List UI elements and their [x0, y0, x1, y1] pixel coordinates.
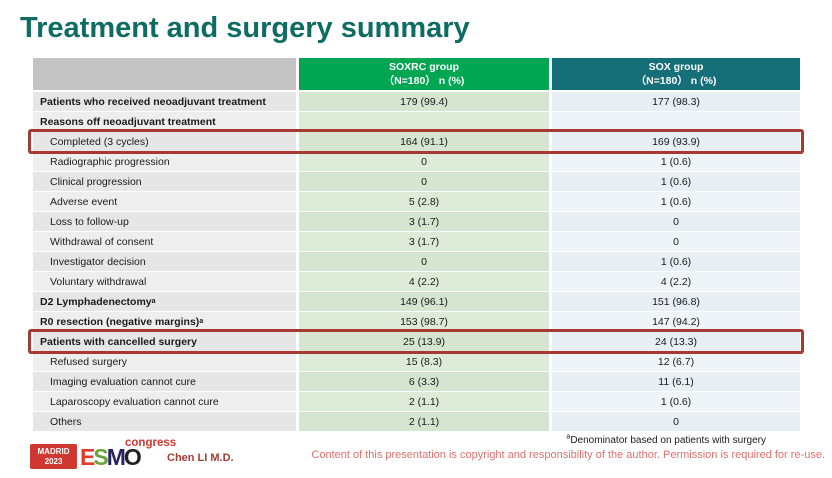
- soxrc-value: 3 (1.7): [299, 232, 549, 251]
- soxrc-value: 164 (91.1): [299, 132, 549, 151]
- table-row: Voluntary withdrawal 4 (2.2) 4 (2.2): [33, 272, 800, 291]
- row-label: Loss to follow-up: [33, 212, 296, 231]
- table-row: Withdrawal of consent 3 (1.7) 0: [33, 232, 800, 251]
- sox-value: 169 (93.9): [552, 132, 800, 151]
- esmo-logo: ESMO: [80, 444, 142, 471]
- soxrc-value: 4 (2.2): [299, 272, 549, 291]
- sox-value: 0: [552, 412, 800, 431]
- sox-value: 0: [552, 232, 800, 251]
- row-label: Imaging evaluation cannot cure: [33, 372, 296, 391]
- table-row: Laparoscopy evaluation cannot cure 2 (1.1…: [33, 392, 800, 411]
- header-cell-soxrc: SOXRC group （N=180） n (%): [299, 58, 549, 90]
- sox-value: [552, 112, 800, 131]
- header-cell-sox: SOX group （N=180） n (%): [552, 58, 800, 90]
- sox-value: 11 (6.1): [552, 372, 800, 391]
- soxrc-value: 2 (1.1): [299, 392, 549, 411]
- madrid-year: 2023: [44, 456, 63, 466]
- table-row: Radiographic progression 0 1 (0.6): [33, 152, 800, 171]
- row-label: R0 resection (negative margins) a: [33, 312, 296, 331]
- soxrc-value: 25 (13.9): [299, 332, 549, 351]
- table-row: Others 2 (1.1) 0: [33, 412, 800, 431]
- row-label: Voluntary withdrawal: [33, 272, 296, 291]
- table-row: D2 Lymphadenectomy a 149 (96.1) 151 (96.8): [33, 292, 800, 311]
- row-label: Adverse event: [33, 192, 296, 211]
- table-row: Reasons off neoadjuvant treatment: [33, 112, 800, 131]
- header-cell-empty: [33, 58, 296, 90]
- table-row: Adverse event 5 (2.8) 1 (0.6): [33, 192, 800, 211]
- row-label: Withdrawal of consent: [33, 232, 296, 251]
- table-row: Refused surgery 15 (8.3) 12 (6.7): [33, 352, 800, 371]
- sox-value: 1 (0.6): [552, 192, 800, 211]
- row-label: Others: [33, 412, 296, 431]
- soxrc-value: 6 (3.3): [299, 372, 549, 391]
- table-row-highlighted: Patients with cancelled surgery 25 (13.9)…: [28, 329, 804, 354]
- soxrc-value: 0: [299, 172, 549, 191]
- soxrc-value: 3 (1.7): [299, 212, 549, 231]
- sox-group-sublabel: （N=180） n (%): [635, 75, 717, 87]
- row-label: Radiographic progression: [33, 152, 296, 171]
- footnote-text: Denominator based on patients with surge…: [570, 435, 766, 446]
- soxrc-group-label: SOXRC group: [389, 60, 459, 73]
- sox-value: 4 (2.2): [552, 272, 800, 291]
- soxrc-value: 179 (99.4): [299, 92, 549, 111]
- row-label: Refused surgery: [33, 352, 296, 371]
- row-label: Completed (3 cycles): [33, 132, 296, 151]
- row-label: Patients with cancelled surgery: [33, 332, 296, 351]
- soxrc-value: 5 (2.8): [299, 192, 549, 211]
- sox-value: 1 (0.6): [552, 152, 800, 171]
- sox-value: 177 (98.3): [552, 92, 800, 111]
- esmo-letter: M: [106, 444, 126, 470]
- table-row: Loss to follow-up 3 (1.7) 0: [33, 212, 800, 231]
- sox-value: 12 (6.7): [552, 352, 800, 371]
- summary-table: SOXRC group （N=180） n (%) SOX group （N=1…: [28, 58, 804, 431]
- row-label: Reasons off neoadjuvant treatment: [33, 112, 296, 131]
- soxrc-value: 2 (1.1): [299, 412, 549, 431]
- soxrc-value: 0: [299, 152, 549, 171]
- esmo-madrid-badge: MADRID 2023: [30, 444, 77, 469]
- table-row: Investigator decision 0 1 (0.6): [33, 252, 800, 271]
- sox-group-label: SOX group: [648, 60, 704, 73]
- esmo-letter: O: [123, 444, 142, 470]
- sox-value: 1 (0.6): [552, 392, 800, 411]
- row-label: Investigator decision: [33, 252, 296, 271]
- copyright-notice: Content of this presentation is copyrigh…: [311, 449, 825, 461]
- sox-value: 151 (96.8): [552, 292, 800, 311]
- table-row: Imaging evaluation cannot cure 6 (3.3) 11 …: [33, 372, 800, 391]
- sox-value: 1 (0.6): [552, 252, 800, 271]
- table-header-row: SOXRC group （N=180） n (%) SOX group （N=1…: [33, 58, 800, 90]
- footnote-superscript: a: [566, 433, 571, 441]
- presenter-name: Chen LI M.D.: [167, 452, 234, 464]
- table-row: Clinical progression 0 1 (0.6): [33, 172, 800, 191]
- soxrc-value: 15 (8.3): [299, 352, 549, 371]
- denominator-footnote: aDenominator based on patients with surg…: [566, 433, 766, 446]
- row-label: Patients who received neoadjuvant treatm…: [33, 92, 296, 111]
- soxrc-value: 0: [299, 252, 549, 271]
- madrid-label: MADRID: [37, 446, 70, 456]
- table-row-highlighted: Completed (3 cycles) 164 (91.1) 169 (93.9): [28, 129, 804, 154]
- table-body: Patients who received neoadjuvant treatm…: [28, 92, 804, 431]
- sox-value: 0: [552, 212, 800, 231]
- page-title: Treatment and surgery summary: [20, 12, 470, 44]
- soxrc-group-sublabel: （N=180） n (%): [383, 75, 465, 87]
- esmo-letter: S: [93, 444, 108, 470]
- row-label: Laparoscopy evaluation cannot cure: [33, 392, 296, 411]
- sox-value: 147 (94.2): [552, 312, 800, 331]
- table-row: R0 resection (negative margins) a 153 (98.…: [33, 312, 800, 331]
- sox-value: 1 (0.6): [552, 172, 800, 191]
- table-row: Patients who received neoadjuvant treatm…: [33, 92, 800, 111]
- soxrc-value: 149 (96.1): [299, 292, 549, 311]
- soxrc-value: 153 (98.7): [299, 312, 549, 331]
- esmo-letter: E: [80, 444, 95, 470]
- sox-value: 24 (13.3): [552, 332, 800, 351]
- row-label: Clinical progression: [33, 172, 296, 191]
- congress-label: congress: [125, 437, 177, 449]
- row-label: D2 Lymphadenectomy a: [33, 292, 296, 311]
- soxrc-value: [299, 112, 549, 131]
